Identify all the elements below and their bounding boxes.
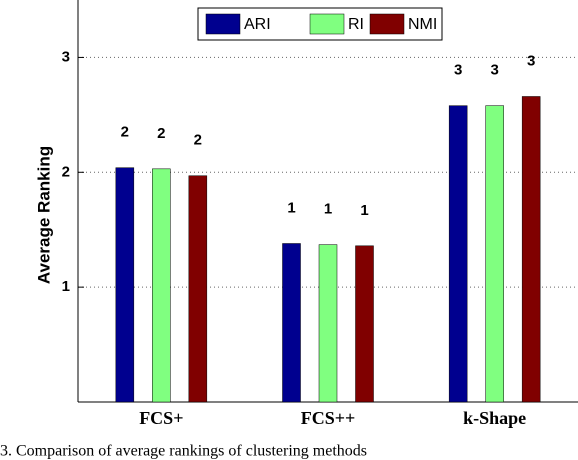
value-label: 2 [157, 125, 165, 142]
value-label: 1 [287, 199, 295, 216]
y-axis-label: Average Ranking [34, 146, 53, 284]
bar [448, 105, 468, 403]
bar [188, 175, 208, 403]
value-label: 2 [121, 124, 129, 141]
bar [152, 168, 171, 403]
y-tick-label: 1 [62, 278, 70, 295]
legend-swatch [205, 13, 241, 35]
y-tick-label: 2 [62, 163, 70, 180]
bar [282, 243, 301, 403]
x-tick-label: k-Shape [463, 408, 526, 428]
value-label: 3 [454, 62, 462, 79]
x-tick-label: FCS+ [139, 408, 183, 428]
bar [115, 167, 135, 403]
legend-label: RI [348, 16, 364, 33]
y-tick-label: 3 [62, 48, 70, 65]
legend-label: ARI [244, 16, 271, 33]
value-label: 3 [527, 52, 535, 69]
legend-label: NMI [408, 16, 437, 33]
caption: 3. Comparison of average rankings of clu… [0, 443, 367, 460]
bar [521, 96, 541, 403]
bar [355, 245, 374, 403]
value-label: 1 [360, 202, 368, 219]
value-label: 1 [324, 201, 332, 218]
legend-swatch [369, 13, 405, 35]
bar [318, 244, 338, 403]
value-label: 3 [490, 62, 498, 79]
value-label: 2 [194, 132, 202, 149]
bar [485, 105, 504, 403]
legend-swatch [309, 13, 345, 35]
x-tick-label: FCS++ [301, 408, 356, 428]
